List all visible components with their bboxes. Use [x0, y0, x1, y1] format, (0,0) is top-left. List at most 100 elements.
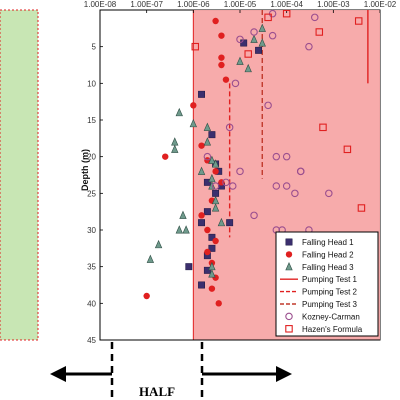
falling-head-3-point: [258, 23, 266, 32]
x-tick-labels: 1.00E-08 1.00E-07 1.00E-06 1.00E-05 1.00E-04…: [84, 0, 397, 13]
hazen-s-formula-point: [244, 50, 252, 58]
falling-head-2-point: [212, 17, 219, 25]
x-tick-label: 1.00E-08: [84, 0, 117, 9]
left-arrow: [50, 366, 112, 382]
kozney-carman-point: [250, 28, 258, 36]
falling-head-2-point: [190, 102, 197, 109]
hazen-s-formula-point: [282, 9, 291, 18]
hazen-s-formula-point: [264, 13, 272, 22]
y-tick-label: 35: [87, 263, 96, 272]
legend-label-kozney-carman: Kozney-Carman: [302, 312, 360, 321]
y-tick-label: 30: [87, 226, 96, 235]
kozney-carman-point: [268, 31, 277, 40]
falling-head-1-point: [198, 219, 206, 227]
falling-head-2-point: [208, 285, 216, 292]
kozney-carman-point: [250, 211, 258, 220]
falling-head-3-point: [146, 254, 155, 263]
falling-head-3-point: [175, 225, 183, 234]
legend-swatch-hazen-s-formula: [285, 325, 293, 333]
kozney-carman-point: [236, 35, 244, 44]
legend-label-pumping-test-2: Pumping Test 2: [302, 288, 358, 297]
kozney-carman-point: [305, 42, 313, 51]
legend-label-hazen-s-formula: Hazen's Formula: [302, 325, 363, 334]
kozney-carman-point: [236, 167, 244, 176]
legend-swatch-falling-head-1: [285, 238, 293, 246]
falling-head-3-point: [258, 38, 266, 47]
falling-head-3-point: [208, 269, 216, 278]
x-tick-label: 1.00E-02: [364, 0, 397, 9]
falling-head-2-point: [198, 212, 205, 219]
falling-head-3-point: [179, 210, 187, 219]
falling-head-2-point: [162, 153, 169, 160]
falling-head-3-point: [182, 225, 190, 234]
legend-box: [275, 231, 379, 337]
y-tick-label: 10: [87, 79, 96, 88]
y-tick-label: 40: [87, 299, 96, 308]
falling-head-2-point: [218, 54, 225, 61]
x-tick-label: 1.00E-05: [224, 0, 257, 9]
falling-head-3-point: [250, 34, 258, 43]
y-tick-label: 5: [92, 43, 97, 52]
hazen-s-formula-point: [354, 17, 363, 25]
x-tick-label: 1.00E-06: [177, 0, 210, 9]
falling-head-3-point: [211, 203, 220, 212]
falling-head-1-point: [208, 244, 216, 252]
data-points: [143, 9, 366, 307]
legend-swatch-kozney-carman: [285, 312, 293, 321]
falling-head-3-point: [203, 137, 212, 146]
kozney-carman-point: [264, 101, 272, 110]
kozney-carman-point: [222, 178, 230, 187]
falling-head-1-point: [203, 208, 211, 216]
falling-head-2-point: [198, 142, 205, 149]
hazen-s-formula-point: [343, 145, 352, 154]
falling-head-3-point: [244, 63, 252, 73]
falling-head-1-point: [185, 263, 193, 271]
legend: Falling Head 1 Falling Head 2 Falling Head…: [275, 231, 379, 337]
kozney-carman-point: [272, 182, 281, 190]
falling-head-3-point: [208, 155, 216, 164]
legend-swatch-falling-head-3: [285, 262, 293, 271]
kozney-carman-point: [225, 123, 234, 132]
legend-label-falling-head-3: Falling Head 3: [302, 263, 354, 272]
falling-head-1-point: [255, 46, 263, 54]
legend-label-pumping-test-1: Pumping Test 1: [302, 275, 358, 284]
falling-head-3-point: [203, 122, 212, 131]
y-tick-label: 45: [87, 336, 96, 345]
falling-head-1-point: [198, 281, 206, 289]
kozney-carman-point: [296, 167, 305, 176]
pumping-test-lines: [228, 10, 369, 238]
falling-head-1-point: [212, 189, 220, 197]
hazen-s-formula-point: [319, 123, 327, 132]
legend-swatch-falling-head-2: [285, 251, 293, 258]
falling-head-2-point: [222, 76, 230, 83]
y-tick-label: 20: [87, 153, 96, 162]
kozney-carman-point: [282, 182, 291, 190]
kozney-carman-point: [282, 152, 291, 161]
legend-label-falling-head-1: Falling Head 1: [302, 238, 354, 247]
x-tick-label: 1.00E-04: [270, 0, 303, 9]
falling-head-1-point: [203, 266, 211, 274]
falling-head-3-point: [171, 144, 179, 153]
x-tick-label: 1.00E-07: [130, 0, 163, 9]
kozney-carman-point: [231, 79, 240, 88]
falling-head-2-point: [204, 226, 211, 234]
y-tick-labels: 5 10 15 20 25 30 35 40 45: [87, 43, 103, 345]
falling-head-3-point: [236, 56, 244, 65]
hazen-s-formula-point: [191, 42, 200, 51]
kozney-carman-point: [325, 189, 333, 198]
falling-head-1-point: [208, 131, 216, 139]
kozney-carman-point: [311, 13, 319, 22]
falling-head-1-point: [240, 39, 248, 47]
hazen-s-formula-point: [315, 28, 324, 36]
kozney-carman-point: [272, 152, 281, 161]
falling-head-2-point: [143, 292, 150, 300]
kozney-carman-point: [229, 182, 237, 190]
legend-label-falling-head-2: Falling Head 2: [302, 250, 354, 259]
falling-head-3-point: [197, 166, 206, 175]
left-shaded-region: [0, 9, 39, 341]
half-label: HALF: [139, 384, 175, 399]
right-arrow: [202, 366, 292, 382]
falling-head-2-point: [212, 237, 219, 245]
falling-head-2-point: [215, 300, 222, 307]
